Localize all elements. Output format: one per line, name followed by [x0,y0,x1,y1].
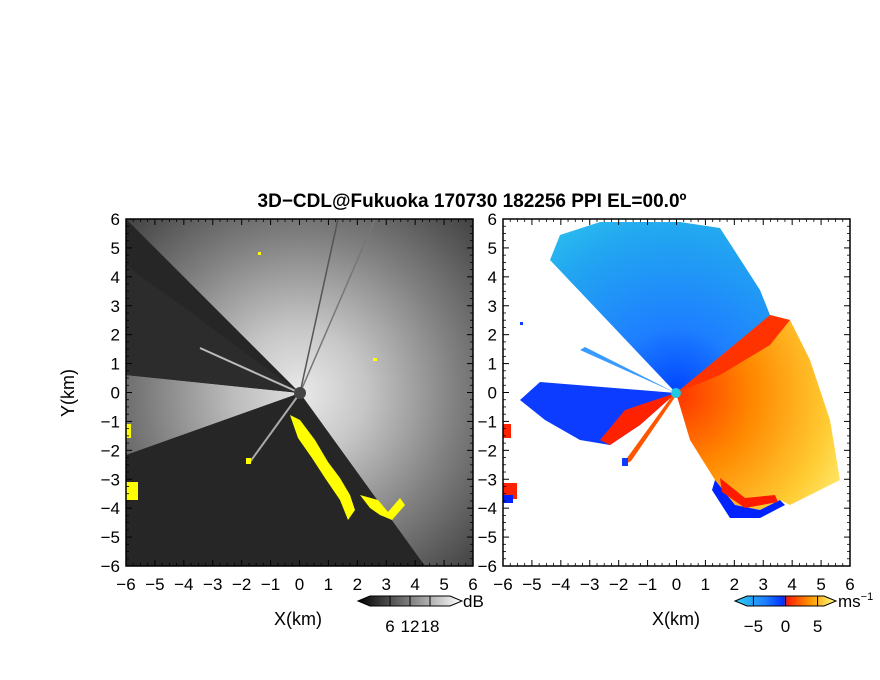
reflectivity-y-axis-label: Y(km) [58,369,78,417]
reflectivity-x-tick-label: −5 [145,575,164,594]
velocity-colorbar-unit-base: ms [838,592,861,611]
chart-title: 3D−CDL@Fukuoka 170730 182256 PPI EL=00.0… [258,191,687,212]
reflectivity-x-tick-label: −1 [261,575,280,594]
velocity-colorbar-tick-label: 0 [781,617,790,636]
velocity-colorbar-tick-label: −5 [744,617,763,636]
reflectivity-y-tick-label: 3 [111,297,120,316]
velocity-y-tick-label: −4 [478,499,497,518]
velocity-y-tick-label: −5 [478,528,497,547]
reflectivity-y-tick-label: −2 [101,441,120,460]
velocity-x-tick-label: 6 [845,575,854,594]
reflectivity-x-tick-label: −4 [174,575,193,594]
reflectivity-x-axis-label: X(km) [274,609,322,629]
reflectivity-x-tick-label: −6 [116,575,135,594]
reflectivity-ticks [125,218,474,567]
velocity-y-tick-label: 4 [488,268,497,287]
reflectivity-colorbar: 6 12 18 dB [356,592,484,636]
velocity-x-tick-label: 1 [701,575,710,594]
reflectivity-y-tick-label: 6 [111,210,120,229]
reflectivity-colorbar-tick-label: 18 [421,617,440,636]
velocity-x-tick-label: −2 [609,575,628,594]
velocity-x-tick-label: −4 [551,575,570,594]
velocity-x-tick-labels: −6 −5 −4 −3 −2 −1 0 1 2 3 4 5 6 [493,575,854,594]
reflectivity-y-tick-label: −4 [101,499,120,518]
velocity-y-tick-label: 3 [488,297,497,316]
velocity-x-tick-label: −5 [522,575,541,594]
reflectivity-x-tick-label: 0 [295,575,304,594]
velocity-y-tick-label: 6 [488,210,497,229]
velocity-x-tick-label: 0 [672,575,681,594]
velocity-y-tick-label: 5 [488,239,497,258]
velocity-colorbar-unit-exp: −1 [861,591,874,603]
reflectivity-y-tick-label: −6 [101,557,120,576]
velocity-x-tick-label: −1 [638,575,657,594]
reflectivity-colorbar-ticks: 6 12 18 [385,596,439,636]
reflectivity-colorbar-unit: dB [463,592,484,611]
reflectivity-y-tick-label: −5 [101,528,120,547]
reflectivity-x-tick-label: −3 [203,575,222,594]
reflectivity-y-tick-label: 0 [111,384,120,403]
reflectivity-panel: −6 −5 −4 −3 −2 −1 0 1 2 3 4 5 6 6543210−1−2−3−4−5−6 … [58,210,484,636]
reflectivity-y-tick-label: −1 [101,412,120,431]
reflectivity-y-tick-label: 1 [111,355,120,374]
velocity-x-tick-label: 4 [787,575,796,594]
velocity-y-tick-label: 0 [488,384,497,403]
reflectivity-field [126,219,473,566]
reflectivity-y-tick-label: 2 [111,326,120,345]
velocity-colorbar-unit: ms−1 [838,591,873,611]
velocity-y-tick-labels: 6 5 4 3 2 1 0 −1 −2 −3 −4 −5 −6 [478,210,497,576]
velocity-y-tick-label: −2 [478,441,497,460]
reflectivity-x-tick-label: 3 [382,575,391,594]
reflectivity-y-tick-label: 5 [111,239,120,258]
velocity-y-tick-label: −6 [478,557,497,576]
velocity-y-tick-label: −3 [478,470,497,489]
reflectivity-colorbar-tick-label: 6 [385,617,394,636]
velocity-colorbar-ticks: −5 0 5 [744,596,822,636]
velocity-y-tick-label: 2 [488,326,497,345]
reflectivity-x-tick-label: 1 [324,575,333,594]
velocity-colorbar: −5 0 5 ms−1 [733,591,873,636]
reflectivity-y-tick-labels: 6 5 4 3 2 1 0 −1 −2 −3 −4 −5 −6 [101,210,120,576]
velocity-x-tick-label: 2 [730,575,739,594]
reflectivity-x-tick-labels: −6 −5 −4 −3 −2 −1 0 1 2 3 4 5 6 [116,575,477,594]
reflectivity-colorbar-tick-label: 12 [401,617,420,636]
velocity-x-tick-label: 3 [759,575,768,594]
reflectivity-x-tick-label: −2 [232,575,251,594]
reflectivity-y-tick-label: −3 [101,470,120,489]
velocity-colorbar-tick-label: 5 [813,617,822,636]
velocity-x-tick-label: −3 [580,575,599,594]
velocity-y-tick-label: −1 [478,412,497,431]
reflectivity-x-tick-label: 6 [468,575,477,594]
velocity-y-tick-label: 1 [488,355,497,374]
reflectivity-x-tick-label: 5 [439,575,448,594]
velocity-x-axis-label: X(km) [652,609,700,629]
reflectivity-x-tick-label: 4 [410,575,419,594]
reflectivity-y-tick-label: 4 [111,268,120,287]
velocity-field [503,219,850,566]
velocity-panel: −6 −5 −4 −3 −2 −1 0 1 2 3 4 5 6 6543210−1−2−3−4−5−6 … [478,210,874,636]
reflectivity-x-tick-label: 2 [353,575,362,594]
velocity-x-tick-label: 5 [816,575,825,594]
velocity-x-tick-label: −6 [493,575,512,594]
velocity-ticks [502,218,851,567]
